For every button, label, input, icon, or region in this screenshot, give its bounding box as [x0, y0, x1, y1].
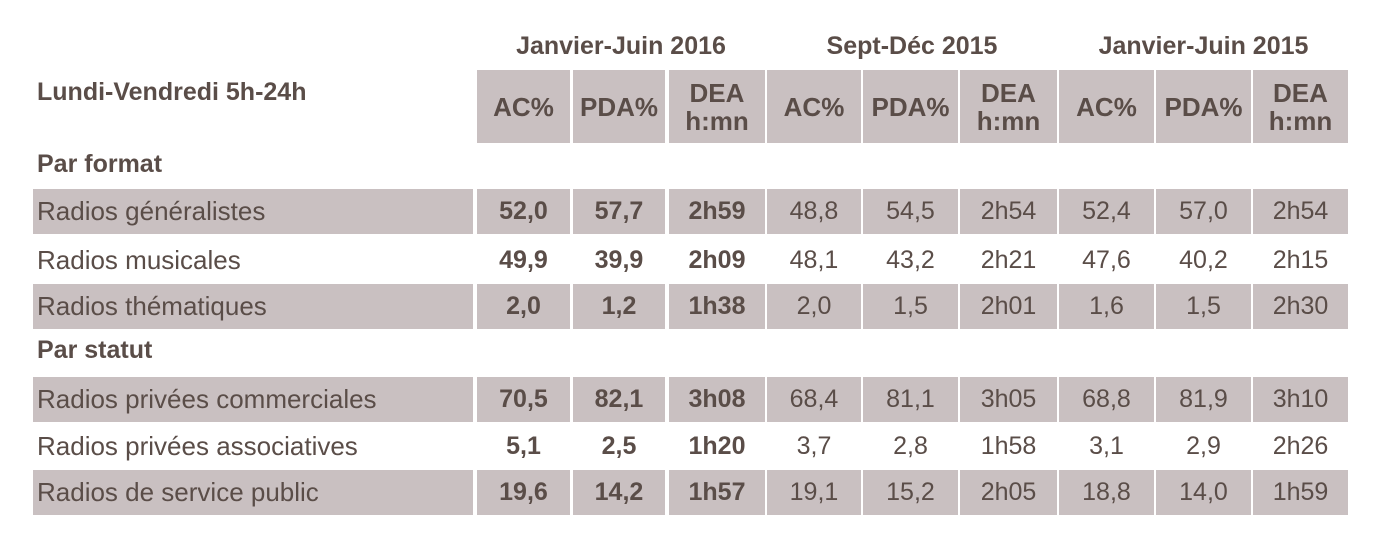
dea-header-text: DEA h:mn — [685, 79, 749, 135]
table-cell: 1,5 — [863, 284, 958, 329]
dea-header-text: DEA h:mn — [977, 79, 1041, 135]
table-cell: 18,8 — [1059, 470, 1154, 515]
table-cell: 1h57 — [669, 470, 765, 515]
table-cell: 48,8 — [767, 189, 861, 234]
table-cell: 68,8 — [1059, 377, 1154, 422]
table-cell: 48,1 — [789, 246, 839, 274]
table-cell: 47,6 — [1082, 246, 1131, 274]
table-cell: 3h08 — [669, 377, 765, 422]
table-cell: 3h05 — [960, 377, 1057, 422]
table-cell: 1h59 — [1253, 470, 1348, 515]
table-cell: 14,0 — [1156, 470, 1251, 515]
table-cell: 54,5 — [863, 189, 958, 234]
table-cell: 3,1 — [1089, 432, 1124, 460]
table-cell: 57,7 — [573, 189, 665, 234]
table-cell: 2h54 — [1253, 189, 1348, 234]
dea-line-2: h:mn — [1268, 105, 1333, 136]
table-cell: 2h54 — [960, 189, 1057, 234]
row-label: Radios privées associatives — [37, 431, 358, 461]
table-cell: 1h38 — [669, 284, 765, 329]
table-cell: 2h26 — [1272, 432, 1329, 460]
column-header: PDA% — [1156, 70, 1251, 143]
period-header: Janvier-Juin 2016 — [516, 32, 726, 60]
table-cell: 1,5 — [1156, 284, 1251, 329]
column-header: PDA% — [573, 70, 665, 143]
table-cell: 2h09 — [688, 246, 746, 274]
table-cell: 2,0 — [767, 284, 861, 329]
column-header: DEA h:mn — [960, 70, 1057, 143]
period-header: Janvier-Juin 2015 — [1098, 32, 1309, 60]
row-label-header: Lundi-Vendredi 5h-24h — [37, 78, 307, 106]
table-cell: 49,9 — [499, 246, 548, 274]
table-cell: 2h21 — [980, 246, 1037, 274]
table-cell: 19,1 — [767, 470, 861, 515]
table-cell: 5,1 — [506, 432, 541, 460]
table-cell: 1h20 — [688, 432, 746, 460]
column-header: AC% — [767, 70, 861, 143]
table-cell: 2,5 — [601, 432, 637, 460]
column-header: DEA h:mn — [669, 70, 765, 143]
table-cell: 39,9 — [594, 246, 644, 274]
row-label: Radios privées commerciales — [33, 377, 473, 422]
table-cell: 81,9 — [1156, 377, 1251, 422]
table-cell: 52,4 — [1059, 189, 1154, 234]
table-cell: 3h10 — [1253, 377, 1348, 422]
table-cell: 2h01 — [960, 284, 1057, 329]
table-cell: 82,1 — [573, 377, 665, 422]
column-header: PDA% — [863, 70, 958, 143]
dea-line-2: h:mn — [976, 105, 1041, 136]
table-cell: 2h05 — [960, 470, 1057, 515]
row-label: Radios thématiques — [33, 284, 473, 329]
dea-line-1: DEA — [1273, 77, 1328, 108]
table-cell: 52,0 — [477, 189, 570, 234]
table-cell: 14,2 — [573, 470, 665, 515]
table-cell: 2,0 — [477, 284, 570, 329]
table-cell: 2h15 — [1272, 246, 1329, 274]
dea-header-text: DEA h:mn — [1269, 79, 1333, 135]
table-cell: 81,1 — [863, 377, 958, 422]
table-cell: 2h30 — [1253, 284, 1348, 329]
section-title: Par statut — [37, 336, 153, 364]
section-title: Par format — [37, 150, 163, 178]
table-cell: 70,5 — [477, 377, 570, 422]
table-cell: 15,2 — [863, 470, 958, 515]
table-cell: 68,4 — [767, 377, 861, 422]
table-cell: 1,6 — [1059, 284, 1154, 329]
row-label: Radios de service public — [33, 470, 473, 515]
column-header: AC% — [1059, 70, 1154, 143]
dea-line-2: h:mn — [685, 105, 749, 136]
table-cell: 57,0 — [1156, 189, 1251, 234]
column-header: DEA h:mn — [1253, 70, 1348, 143]
period-header: Sept-Déc 2015 — [826, 32, 998, 60]
table-cell: 19,6 — [477, 470, 570, 515]
dea-line-1: DEA — [981, 77, 1036, 108]
row-label: Radios généralistes — [33, 189, 473, 234]
table-cell: 40,2 — [1179, 246, 1228, 274]
table-cell: 3,7 — [796, 432, 832, 460]
column-header: AC% — [477, 70, 570, 143]
table-cell: 1h58 — [980, 432, 1037, 460]
table-cell: 43,2 — [886, 246, 935, 274]
table-cell: 2h59 — [669, 189, 765, 234]
table-cell: 2,8 — [893, 432, 928, 460]
table-cell: 1,2 — [573, 284, 665, 329]
row-label: Radios musicales — [37, 245, 241, 275]
table-cell: 2,9 — [1186, 432, 1221, 460]
dea-line-1: DEA — [689, 77, 745, 108]
